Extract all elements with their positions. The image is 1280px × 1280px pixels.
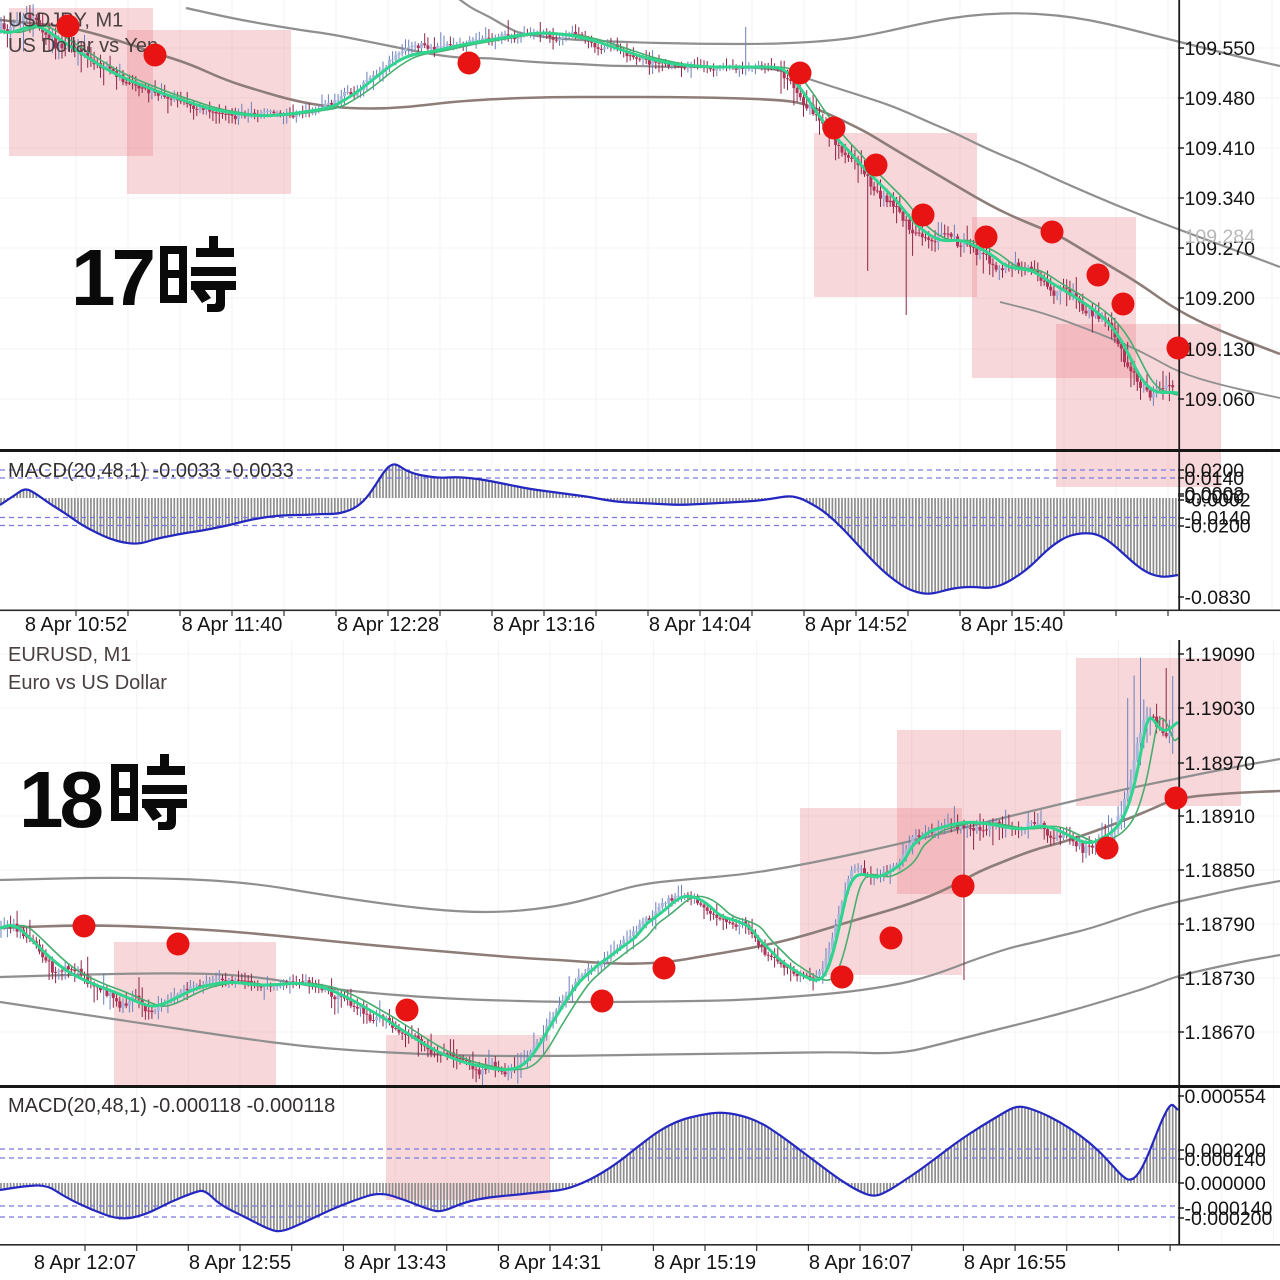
svg-text:8 Apr 11:40: 8 Apr 11:40 xyxy=(182,614,283,636)
svg-text:8 Apr 12:28: 8 Apr 12:28 xyxy=(337,614,439,636)
svg-text:109.410: 109.410 xyxy=(1185,138,1256,160)
svg-text:8 Apr 14:04: 8 Apr 14:04 xyxy=(649,614,751,636)
svg-text:-0.0200: -0.0200 xyxy=(1185,516,1251,538)
svg-text:1.18670: 1.18670 xyxy=(1185,1022,1256,1044)
svg-text:8 Apr 10:52: 8 Apr 10:52 xyxy=(25,614,127,636)
svg-text:8 Apr 14:52: 8 Apr 14:52 xyxy=(805,614,907,636)
svg-text:109.550: 109.550 xyxy=(1185,38,1256,60)
svg-text:-0.0002: -0.0002 xyxy=(1185,490,1251,512)
svg-text:0.0140: 0.0140 xyxy=(1185,468,1245,490)
svg-text:1.18730: 1.18730 xyxy=(1185,968,1256,990)
svg-text:8 Apr 15:40: 8 Apr 15:40 xyxy=(961,614,1063,636)
svg-text:109.480: 109.480 xyxy=(1185,88,1256,110)
svg-text:109.284: 109.284 xyxy=(1185,226,1256,248)
svg-text:1.18850: 1.18850 xyxy=(1185,860,1256,882)
svg-text:8 Apr 13:43: 8 Apr 13:43 xyxy=(344,1252,446,1274)
svg-text:17: 17 xyxy=(71,233,152,322)
svg-text:-0.0140: -0.0140 xyxy=(1185,508,1251,530)
svg-text:8 Apr 12:55: 8 Apr 12:55 xyxy=(189,1252,291,1274)
svg-text:1.18970: 1.18970 xyxy=(1185,753,1256,775)
svg-text:0.0200: 0.0200 xyxy=(1185,460,1245,482)
svg-text:0.0000: 0.0000 xyxy=(1185,487,1245,509)
svg-text:8 Apr 14:31: 8 Apr 14:31 xyxy=(499,1252,601,1274)
svg-text:0.0002: 0.0002 xyxy=(1185,484,1245,506)
svg-text:8 Apr 16:07: 8 Apr 16:07 xyxy=(809,1252,911,1274)
svg-text:0.000200: 0.000200 xyxy=(1185,1140,1266,1162)
svg-text:1.19090: 1.19090 xyxy=(1185,644,1256,666)
svg-text:18: 18 xyxy=(19,755,102,844)
svg-text:MACD(20,48,1) -0.0033 -0.0033: MACD(20,48,1) -0.0033 -0.0033 xyxy=(8,460,294,482)
svg-text:8 Apr 15:19: 8 Apr 15:19 xyxy=(654,1252,756,1274)
svg-text:109.130: 109.130 xyxy=(1185,339,1256,361)
svg-text:-0.0830: -0.0830 xyxy=(1185,587,1251,609)
svg-text:1.19030: 1.19030 xyxy=(1185,698,1256,720)
svg-text:US Dollar vs Yen: US Dollar vs Yen xyxy=(8,35,158,57)
svg-text:8 Apr 16:55: 8 Apr 16:55 xyxy=(964,1252,1066,1274)
svg-text:Euro vs US Dollar: Euro vs US Dollar xyxy=(8,672,167,694)
svg-text:1.18790: 1.18790 xyxy=(1185,914,1256,936)
svg-text:MACD(20,48,1) -0.000118 -0.000: MACD(20,48,1) -0.000118 -0.000118 xyxy=(8,1095,335,1117)
svg-text:1.18910: 1.18910 xyxy=(1185,806,1256,828)
svg-text:-0.000200: -0.000200 xyxy=(1185,1208,1273,1230)
svg-text:-0.000140: -0.000140 xyxy=(1185,1198,1273,1220)
svg-text:109.200: 109.200 xyxy=(1185,288,1256,310)
svg-text:109.270: 109.270 xyxy=(1185,238,1256,260)
svg-text:0.000000: 0.000000 xyxy=(1185,1173,1266,1195)
svg-text:0.000140: 0.000140 xyxy=(1185,1149,1266,1171)
svg-text:8 Apr 12:07: 8 Apr 12:07 xyxy=(34,1252,136,1274)
svg-text:EURUSD, M1: EURUSD, M1 xyxy=(8,644,131,666)
svg-text:0.000554: 0.000554 xyxy=(1185,1086,1266,1108)
svg-text:8 Apr 13:16: 8 Apr 13:16 xyxy=(493,614,595,636)
svg-text:109.060: 109.060 xyxy=(1185,389,1256,411)
svg-text:109.340: 109.340 xyxy=(1185,188,1256,210)
